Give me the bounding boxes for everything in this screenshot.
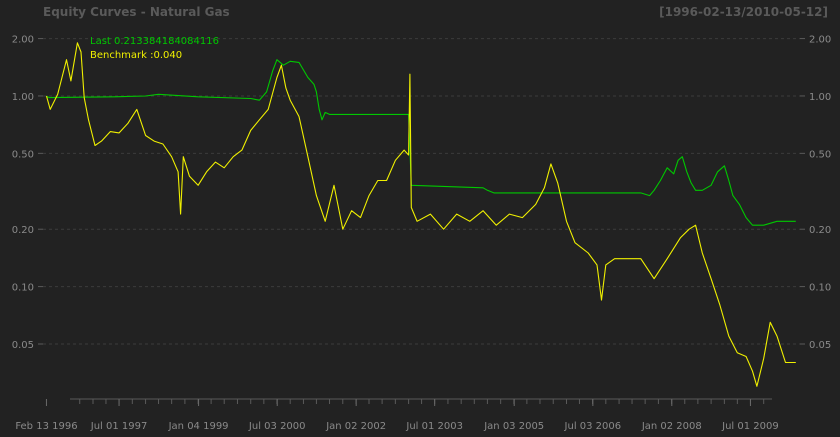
y-tick-label-right: 0.10: [809, 283, 831, 294]
x-tick-label: Jan 02 2002: [325, 421, 386, 432]
x-tick-label: Jan 02 2008: [641, 421, 702, 432]
legend-entry-0: Last 0.213384184084116: [90, 36, 219, 47]
x-tick-label: Jul 03 2000: [248, 421, 306, 432]
series-line-1: [45, 42, 796, 387]
y-axis-left: 0.05 0.10 0.20 0.50 1.00 2.00: [12, 35, 43, 351]
x-tick-label: Jan 04 1999: [168, 421, 229, 432]
y-axis-right: 0.05 0.10 0.20 0.50 1.00 2.00: [800, 35, 831, 351]
x-tick-label: Jan 03 2005: [483, 421, 544, 432]
legend-entry-1: Benchmark :0.040: [90, 50, 182, 61]
legend: Last 0.213384184084116 Benchmark :0.040: [90, 36, 219, 61]
chart-title: Equity Curves - Natural Gas: [43, 5, 230, 19]
y-tick-label-left: 0.10: [12, 283, 34, 294]
y-tick-label-right: 0.50: [809, 149, 831, 160]
y-tick-label-left: 1.00: [12, 92, 34, 103]
y-tick-label-right: 0.05: [809, 340, 831, 351]
x-tick-label: Feb 13 1996: [15, 421, 77, 432]
x-tick-label: Jul 01 2003: [405, 421, 463, 432]
y-tick-label-left: 0.20: [12, 225, 34, 236]
y-tick-label-right: 1.00: [809, 92, 831, 103]
x-tick-label: Jul 01 1997: [90, 421, 148, 432]
x-tick-label: Jul 01 2009: [721, 421, 779, 432]
series-line-0: [46, 59, 796, 226]
grid: [43, 38, 800, 345]
y-tick-label-left: 0.05: [12, 340, 34, 351]
y-tick-label-left: 2.00: [12, 35, 34, 46]
y-tick-label-right: 0.20: [809, 225, 831, 236]
y-tick-label-right: 2.00: [809, 35, 831, 46]
series-layer: [45, 42, 796, 387]
x-tick-label: Jul 03 2006: [564, 421, 622, 432]
y-tick-label-left: 0.50: [12, 149, 34, 160]
x-axis: Feb 13 1996 Jul 01 1997 Jan 04 1999 Jul 03 …: [15, 398, 779, 432]
date-range-label: [1996-02-13/2010-05-12]: [659, 5, 828, 19]
